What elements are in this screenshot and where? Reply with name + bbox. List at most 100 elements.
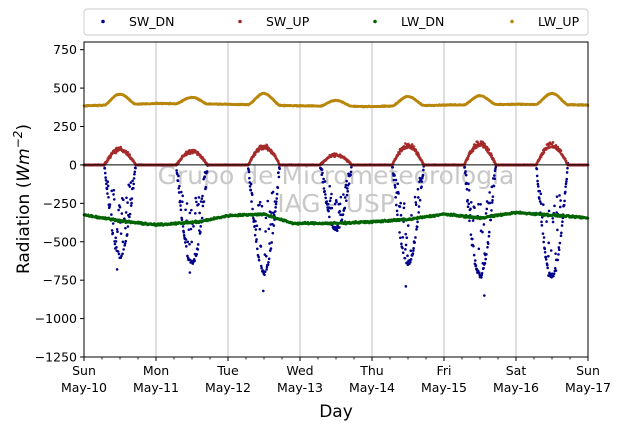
data-point [109,155,112,158]
data-point [181,194,185,198]
data-point [254,228,258,231]
data-point [125,196,128,200]
data-point [324,196,328,200]
data-point [483,261,487,265]
data-point [471,237,474,241]
legend-marker [238,19,242,24]
data-point [400,242,403,246]
data-point [184,238,188,241]
data-point [126,151,130,154]
data-point [393,186,397,189]
data-point [545,220,548,223]
data-point [551,216,554,220]
data-point [489,218,493,222]
data-point [547,241,551,245]
data-point [555,195,559,198]
data-point [274,206,277,209]
data-point [410,214,413,217]
data-point [467,182,470,186]
data-point [536,179,539,183]
data-point [114,236,117,240]
data-point [128,215,131,219]
legend-marker [101,19,105,24]
data-point [258,203,261,207]
data-point [401,235,405,239]
data-point [106,180,110,183]
legend: SW_DN SW_UP LW_DN LW_UP [83,8,589,36]
data-point [128,185,132,188]
data-point [467,188,471,192]
data-point [474,264,478,267]
data-point [265,268,268,271]
data-point [328,184,332,188]
data-point [277,171,280,174]
data-point [345,179,348,183]
legend-box [83,8,589,36]
data-point [252,155,255,158]
data-point [471,149,475,153]
data-point [395,209,399,213]
data-point [404,285,408,288]
data-point [560,231,563,235]
data-point [177,186,181,190]
data-point [113,242,117,246]
data-point [492,157,495,161]
data-point [557,246,561,249]
data-point [469,207,472,211]
data-point [112,198,116,201]
data-point [538,189,542,193]
data-point [412,145,416,148]
data-point [395,203,398,207]
data-point [465,187,469,191]
data-point [276,186,280,190]
data-point [251,207,254,211]
data-point [263,270,267,273]
legend-label: SW_UP [266,14,310,29]
data-point [199,230,202,234]
data-point [322,177,325,181]
data-point [349,170,353,174]
data-point [196,248,200,251]
data-point [193,259,196,263]
data-point [190,208,193,212]
data-point [485,207,489,211]
legend-label: LW_UP [538,14,580,29]
data-point [471,219,475,222]
data-point [253,153,257,156]
data-point [196,243,200,246]
vertical-grid [155,42,517,357]
data-point [270,211,273,214]
data-point [396,213,399,217]
data-point [191,262,195,265]
data-point [328,199,332,203]
data-point [565,180,568,183]
data-point [254,240,258,243]
data-point [477,202,480,206]
data-point [274,210,277,213]
data-point [416,220,419,224]
data-point [322,187,326,190]
data-point [267,261,270,264]
data-point [107,195,110,199]
data-point [203,175,206,178]
data-point [133,172,136,176]
data-point [179,208,183,212]
data-point [121,198,125,202]
data-point [110,213,113,216]
data-point [540,220,543,224]
data-point [392,178,396,182]
data-point [116,250,120,253]
data-point [258,147,261,151]
data-point [481,230,484,234]
data-point [494,167,497,171]
legend-item-sw-up: SW_UP [238,14,310,29]
data-point [188,258,192,262]
data-point [182,234,186,237]
data-point [129,204,133,207]
data-point [105,187,109,191]
data-point [464,173,468,177]
data-point [124,239,128,243]
data-point [177,191,181,194]
legend-item-sw-dn: SW_DN [101,14,175,29]
data-point [134,166,137,170]
